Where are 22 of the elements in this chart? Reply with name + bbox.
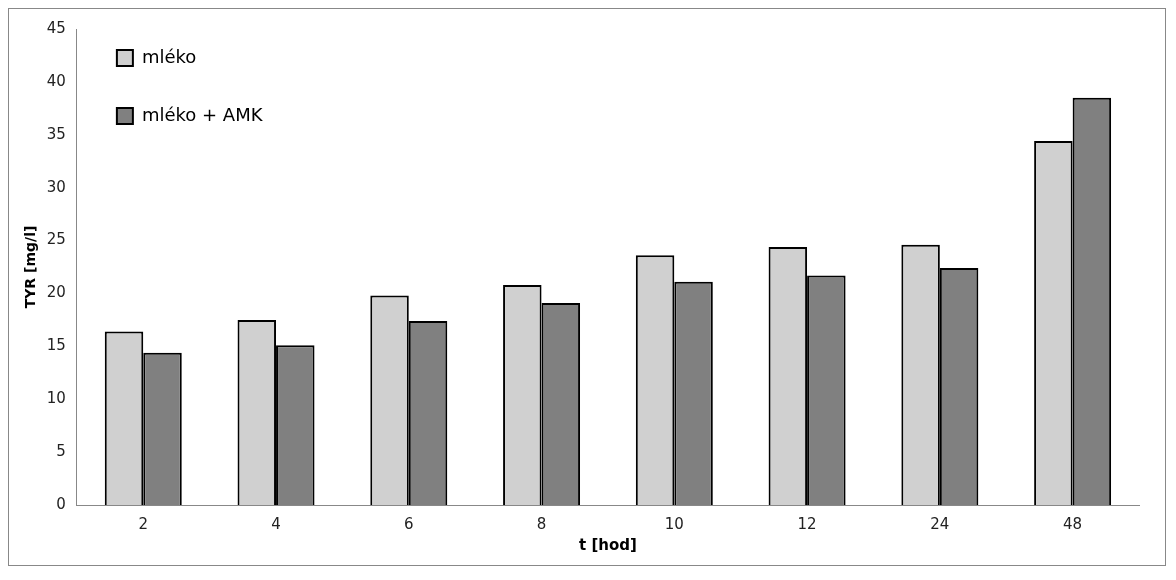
x-axis-title: t [hod] — [579, 535, 637, 554]
y-tick-label: 35 — [46, 124, 66, 143]
y-axis-title: TYR [mg/l] — [22, 225, 39, 309]
x-tick-label: 8 — [536, 514, 547, 533]
y-tick-label: 45 — [46, 18, 66, 37]
y-tick-label: 10 — [46, 389, 66, 408]
x-tick-label: 6 — [404, 514, 414, 533]
x-tick-label: 4 — [271, 514, 281, 533]
y-tick-label: 5 — [56, 442, 66, 460]
x-tick-label: 24 — [930, 514, 950, 533]
x-tick-label: 12 — [797, 514, 817, 533]
y-tick-label: 20 — [46, 283, 66, 302]
y-tick-label: 30 — [46, 177, 66, 196]
legend-label: mléko — [141, 45, 197, 67]
y-tick-label: 40 — [46, 71, 66, 90]
x-tick-label: 10 — [664, 514, 684, 533]
y-tick-label: 0 — [56, 494, 66, 513]
x-tick-label: 48 — [1063, 514, 1083, 533]
legend-label: mléko + AMK — [141, 103, 264, 125]
y-tick-label: 15 — [46, 336, 66, 355]
x-tick-label: 2 — [138, 514, 149, 533]
y-tick-label: 25 — [46, 230, 66, 249]
